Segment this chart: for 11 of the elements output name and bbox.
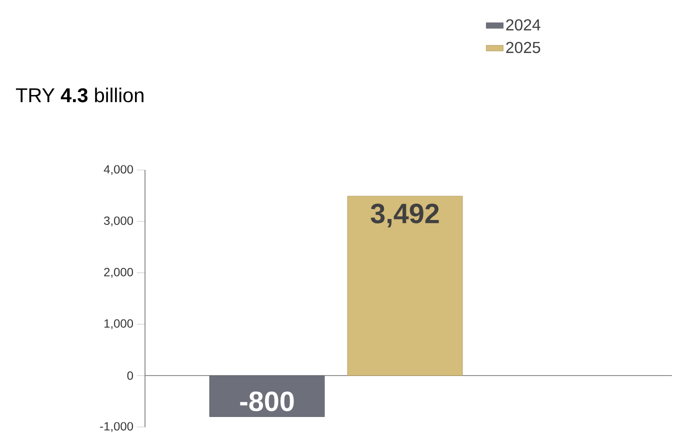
y-tick-label: 4,000 <box>104 165 134 175</box>
y-tick-label: -1,000 <box>100 422 134 432</box>
y-tick-label: 1,000 <box>104 319 134 330</box>
legend-label: 2024 <box>506 19 540 31</box>
y-tick-label: 2,000 <box>104 268 134 278</box>
y-tick-label: 0 <box>127 371 134 380</box>
data-label: 3,492 <box>370 204 439 228</box>
data-label: -800 <box>240 391 294 412</box>
chart-title: TRY 4.3 billion <box>16 88 144 102</box>
y-tick-label: 3,000 <box>104 216 134 226</box>
legend-label: 2025 <box>506 42 540 54</box>
